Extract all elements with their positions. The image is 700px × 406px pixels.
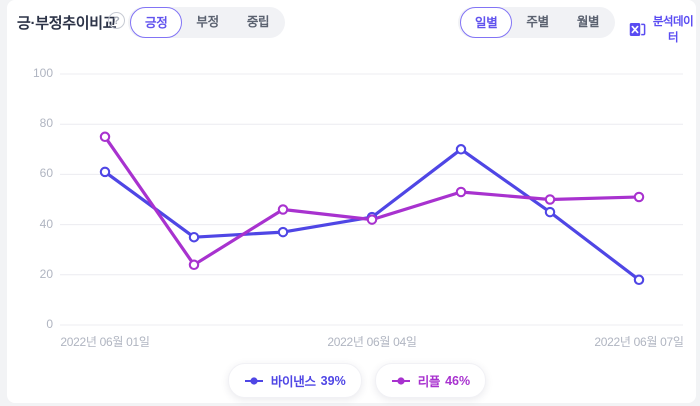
tab-monthly[interactable]: 월별: [563, 7, 613, 38]
tab-negative[interactable]: 부정: [182, 7, 232, 38]
period-tab-group: 일별 주별 월별: [458, 7, 616, 38]
y-axis-tick: 20: [39, 267, 53, 281]
export-label: 분석데이터: [652, 16, 694, 44]
tab-neutral[interactable]: 중립: [233, 7, 283, 38]
sentiment-tab-group: 긍정 부정 중립: [128, 7, 286, 38]
x-axis-label: 2022년 06월 07일: [594, 335, 684, 349]
chart-legend: 바이낸스 39% 리플 46%: [7, 363, 700, 398]
y-axis-tick: 100: [32, 66, 53, 80]
trend-chart-area: 100 80 60 40 20 0 2022년 06월 01일 2022년 06…: [7, 0, 700, 406]
trend-line-chart: [60, 73, 683, 326]
legend-item-ripple[interactable]: 리플 46%: [374, 363, 487, 398]
tab-weekly[interactable]: 주별: [512, 7, 562, 38]
x-axis-label: 2022년 06월 04일: [327, 335, 417, 349]
tab-positive[interactable]: 긍정: [130, 7, 183, 38]
y-axis-tick: 80: [39, 116, 53, 130]
chart-card: 긍·부정추이비교 ? 긍정 부정 중립 일별 주별 월별 분석데이터 100 8…: [7, 0, 696, 403]
legend-series-value: 39%: [320, 373, 346, 388]
line-marker-icon: [244, 376, 263, 385]
line-marker-icon: [391, 376, 410, 385]
y-axis-tick: 40: [39, 217, 53, 231]
tab-daily[interactable]: 일별: [460, 7, 513, 38]
page-title: 긍·부정추이비교: [17, 15, 117, 32]
y-axis-tick: 0: [46, 317, 53, 331]
y-axis-tick: 60: [39, 166, 53, 180]
legend-series-name: 리플: [417, 375, 441, 389]
legend-series-value: 46%: [445, 373, 471, 388]
x-axis-label: 2022년 06월 01일: [60, 335, 150, 349]
legend-item-binance[interactable]: 바이낸스 39%: [227, 363, 362, 398]
help-icon[interactable]: ?: [108, 12, 125, 29]
excel-icon: [629, 21, 646, 38]
export-analysis-data-button[interactable]: 분석데이터: [629, 13, 696, 45]
legend-series-name: 바이낸스: [270, 375, 316, 389]
